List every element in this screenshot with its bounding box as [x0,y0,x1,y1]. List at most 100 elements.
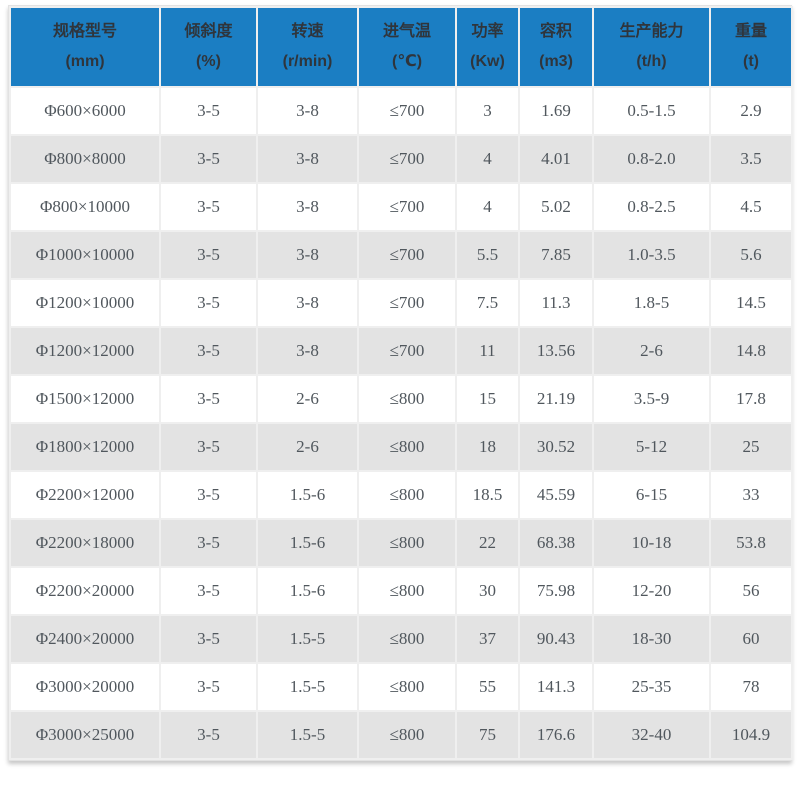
spec-cell: 13.56 [518,326,594,376]
spec-cell: 12-20 [592,566,711,616]
spec-cell: 37 [455,614,520,664]
spec-cell: ≤800 [357,518,457,568]
column-header-3: 转速 (r/min) [256,6,359,88]
column-header-5: 功率 (Kw) [455,6,520,88]
column-label: 重量 [734,23,767,41]
spec-cell: 25 [709,422,793,472]
spec-cell: ≤800 [357,470,457,520]
column-header-2: 倾斜度 (%) [159,6,258,88]
model-cell: Φ800×10000 [9,182,161,232]
model-cell: Φ2400×20000 [9,614,161,664]
column-label: 容积 [539,23,572,41]
column-header-4: 进气温 (℃) [357,6,457,88]
spec-cell: 3-5 [159,710,258,760]
spec-cell: 3-5 [159,614,258,664]
table-row: Φ1000×10000 3-5 3-8 ≤700 5.5 7.85 1.0-3.5 5.6 [9,230,793,280]
table-row: Φ2400×20000 3-5 1.5-5 ≤800 37 90.43 18-30 60 [9,614,793,664]
spec-cell: 3.5-9 [592,374,711,424]
column-header-6: 容积 (m3) [518,6,594,88]
column-unit: (r/min) [282,53,333,70]
column-unit: (t) [743,53,759,70]
header-row: 规格型号 (mm) 倾斜度 (%) 转速 (r/min) 进气温 (℃) 功率 (Kw) 容积 (m3… [9,6,793,88]
model-cell: Φ1500×12000 [9,374,161,424]
spec-cell: 1.5-5 [256,662,359,712]
table-row: Φ1500×12000 3-5 2-6 ≤800 15 21.19 3.5-9 17.8 [9,374,793,424]
column-header-8: 重量 (t) [709,6,793,88]
spec-cell: 3-8 [256,326,359,376]
model-cell: Φ800×8000 [9,134,161,184]
model-cell: Φ1200×12000 [9,326,161,376]
model-cell: Φ2200×12000 [9,470,161,520]
column-unit: (%) [196,53,221,70]
spec-cell: 0.8-2.5 [592,182,711,232]
spec-table-page: 规格型号 (mm) 倾斜度 (%) 转速 (r/min) 进气温 (℃) 功率 (Kw) 容积 (m3… [8,5,793,761]
spec-cell: 7.85 [518,230,594,280]
spec-cell: 10-18 [592,518,711,568]
spec-cell: 18-30 [592,614,711,664]
spec-cell: 1.8-5 [592,278,711,328]
spec-cell: 5.02 [518,182,594,232]
spec-cell: 11 [455,326,520,376]
spec-cell: 3-5 [159,374,258,424]
model-cell: Φ3000×20000 [9,662,161,712]
spec-cell: 3-5 [159,470,258,520]
spec-cell: 21.19 [518,374,594,424]
spec-cell: 104.9 [709,710,793,760]
spec-cell: 3-5 [159,134,258,184]
spec-cell: 14.5 [709,278,793,328]
spec-cell: 3-5 [159,230,258,280]
spec-cell: 30.52 [518,422,594,472]
column-label: 规格型号 [52,23,117,41]
table-row: Φ2200×20000 3-5 1.5-6 ≤800 30 75.98 12-20 56 [9,566,793,616]
spec-cell: ≤700 [357,134,457,184]
spec-cell: ≤800 [357,614,457,664]
table-row: Φ1800×12000 3-5 2-6 ≤800 18 30.52 5-12 25 [9,422,793,472]
table-row: Φ3000×25000 3-5 1.5-5 ≤800 75 176.6 32-40 104.9 [9,710,793,760]
spec-cell: 45.59 [518,470,594,520]
model-cell: Φ1800×12000 [9,422,161,472]
spec-cell: 1.5-5 [256,614,359,664]
spec-cell: 33 [709,470,793,520]
spec-cell: ≤700 [357,278,457,328]
spec-cell: 3-8 [256,182,359,232]
spec-cell: 55 [455,662,520,712]
column-label: 进气温 [382,23,431,41]
spec-cell: 3-8 [256,278,359,328]
column-header-1: 规格型号 (mm) [9,6,161,88]
column-unit: (℃) [391,53,423,70]
column-unit: (t/h) [636,53,667,70]
spec-cell: 1.5-6 [256,566,359,616]
spec-cell: 3 [455,86,520,136]
spec-cell: 78 [709,662,793,712]
table-row: Φ800×10000 3-5 3-8 ≤700 4 5.02 0.8-2.5 4.5 [9,182,793,232]
table-row: Φ1200×10000 3-5 3-8 ≤700 7.5 11.3 1.8-5 14.5 [9,278,793,328]
spec-cell: 5.5 [455,230,520,280]
spec-cell: 1.0-3.5 [592,230,711,280]
spec-cell: 18.5 [455,470,520,520]
spec-cell: 3-5 [159,326,258,376]
table-row: Φ3000×20000 3-5 1.5-5 ≤800 55 141.3 25-35 78 [9,662,793,712]
spec-cell: 3-5 [159,662,258,712]
column-unit: (m3) [539,53,573,70]
spec-cell: 1.5-6 [256,518,359,568]
spec-cell: 2-6 [256,374,359,424]
spec-cell: 18 [455,422,520,472]
spec-cell: ≤800 [357,710,457,760]
spec-cell: 3-5 [159,566,258,616]
spec-cell: ≤700 [357,326,457,376]
spec-cell: 17.8 [709,374,793,424]
spec-cell: 1.69 [518,86,594,136]
spec-cell: 4.5 [709,182,793,232]
spec-cell: 75.98 [518,566,594,616]
spec-cell: 176.6 [518,710,594,760]
spec-cell: 3-8 [256,230,359,280]
column-unit: (Kw) [470,53,505,70]
spec-cell: 56 [709,566,793,616]
spec-cell: 32-40 [592,710,711,760]
spec-cell: ≤800 [357,566,457,616]
spec-cell: 30 [455,566,520,616]
spec-cell: 3-5 [159,86,258,136]
spec-cell: 3-5 [159,278,258,328]
column-label: 倾斜度 [184,23,233,41]
table-row: Φ1200×12000 3-5 3-8 ≤700 11 13.56 2-6 14.8 [9,326,793,376]
